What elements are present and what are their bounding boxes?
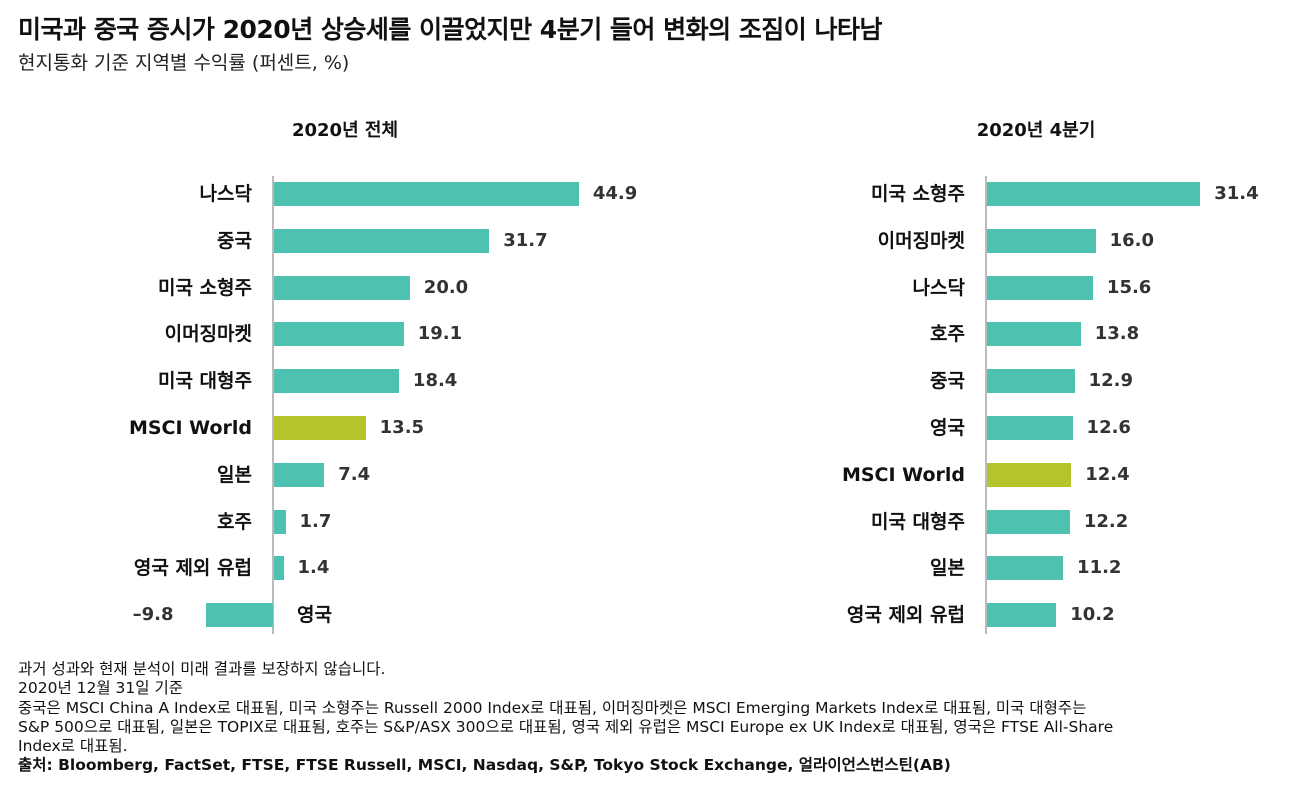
bar: [274, 509, 286, 534]
bar: [274, 369, 399, 394]
source-note: 출처: Bloomberg, FactSet, FTSE, FTSE Russe…: [18, 756, 951, 775]
value-label: –9.8: [132, 604, 174, 626]
value-label: 11.2: [1077, 557, 1122, 579]
bar: [987, 322, 1081, 347]
value-label: 1.7: [299, 510, 332, 532]
bar: [987, 416, 1073, 440]
value-label: 20.0: [423, 276, 469, 298]
value-label: 12.6: [1086, 417, 1131, 438]
value-label: 12.4: [1085, 463, 1130, 485]
value-label: 18.4: [412, 370, 458, 392]
category-label: 나스닥: [912, 276, 965, 299]
bar: [274, 462, 325, 487]
category-label: 호주: [930, 323, 965, 346]
category-label: 이머징마켓: [164, 323, 252, 346]
category-label: 미국 대형주: [870, 510, 965, 533]
value-label: 10.2: [1070, 604, 1115, 626]
category-label: MSCI World: [841, 463, 965, 486]
bar: [987, 369, 1075, 394]
value-label: 13.5: [379, 417, 425, 438]
zero-axis-line: [272, 176, 274, 634]
index-note-line: S&P 500으로 대표됨, 일본은 TOPIX로 대표됨, 호주는 S&P/A…: [18, 717, 1114, 736]
category-label: 나스닥: [199, 183, 252, 205]
category-label: 영국 제외 유럽: [133, 557, 252, 580]
bar: [274, 322, 404, 347]
category-label: 이머징마켓: [877, 229, 965, 252]
bar: [274, 416, 366, 440]
bar: [987, 228, 1096, 253]
bar: [987, 556, 1064, 581]
category-label: 영국: [297, 604, 332, 627]
category-label: 미국 소형주: [870, 183, 965, 205]
value-label: 13.8: [1094, 323, 1140, 345]
bar: [987, 462, 1072, 487]
value-label: 7.4: [338, 463, 371, 485]
bar: [274, 275, 410, 300]
category-label: 일본: [930, 557, 965, 580]
bar: [274, 556, 284, 581]
footnotes: 과거 성과와 현재 분석이 미래 결과를 보장하지 않습니다. 2020년 12…: [18, 660, 1113, 776]
value-label: 31.4: [1214, 183, 1259, 204]
bar: [206, 603, 273, 628]
index-note-line: Index로 대표됨.: [18, 737, 128, 756]
bar: [987, 603, 1057, 628]
zero-axis-line: [985, 176, 987, 634]
value-label: 12.9: [1088, 370, 1133, 392]
value-label: 44.9: [592, 183, 638, 204]
left-panel-title: 2020년 전체: [291, 120, 399, 141]
category-label: 미국 소형주: [157, 276, 252, 299]
chart-subtitle: 현지통화 기준 지역별 수익률 (퍼센트, %): [18, 52, 350, 74]
right-panel-title: 2020년 4분기: [976, 120, 1096, 141]
value-label: 15.6: [1106, 276, 1152, 298]
category-label: 영국: [930, 417, 965, 439]
category-label: 미국 대형주: [157, 370, 252, 393]
value-label: 19.1: [417, 323, 463, 345]
bar: [987, 182, 1201, 206]
category-label: MSCI World: [128, 417, 252, 439]
category-label: 호주: [217, 510, 252, 533]
as-of-date: 2020년 12월 31일 기준: [18, 679, 183, 698]
disclaimer: 과거 성과와 현재 분석이 미래 결과를 보장하지 않습니다.: [18, 660, 386, 678]
chart-title: 미국과 중국 증시가 2020년 상승세를 이끌었지만 4분기 들어 변화의 조…: [18, 15, 883, 44]
index-note-line: 중국은 MSCI China A Index로 대표됨, 미국 소형주는 Rus…: [18, 698, 1087, 717]
bar: [987, 275, 1093, 300]
category-label: 중국: [217, 229, 252, 252]
category-label: 중국: [930, 370, 965, 393]
bar: [274, 228, 490, 253]
value-label: 31.7: [503, 229, 548, 251]
category-label: 일본: [217, 463, 252, 486]
bar: [274, 182, 579, 206]
bar: [987, 509, 1070, 534]
category-label: 영국 제외 유럽: [846, 604, 965, 627]
value-label: 16.0: [1109, 229, 1155, 251]
value-label: 1.4: [297, 557, 330, 579]
value-label: 12.2: [1083, 510, 1129, 532]
